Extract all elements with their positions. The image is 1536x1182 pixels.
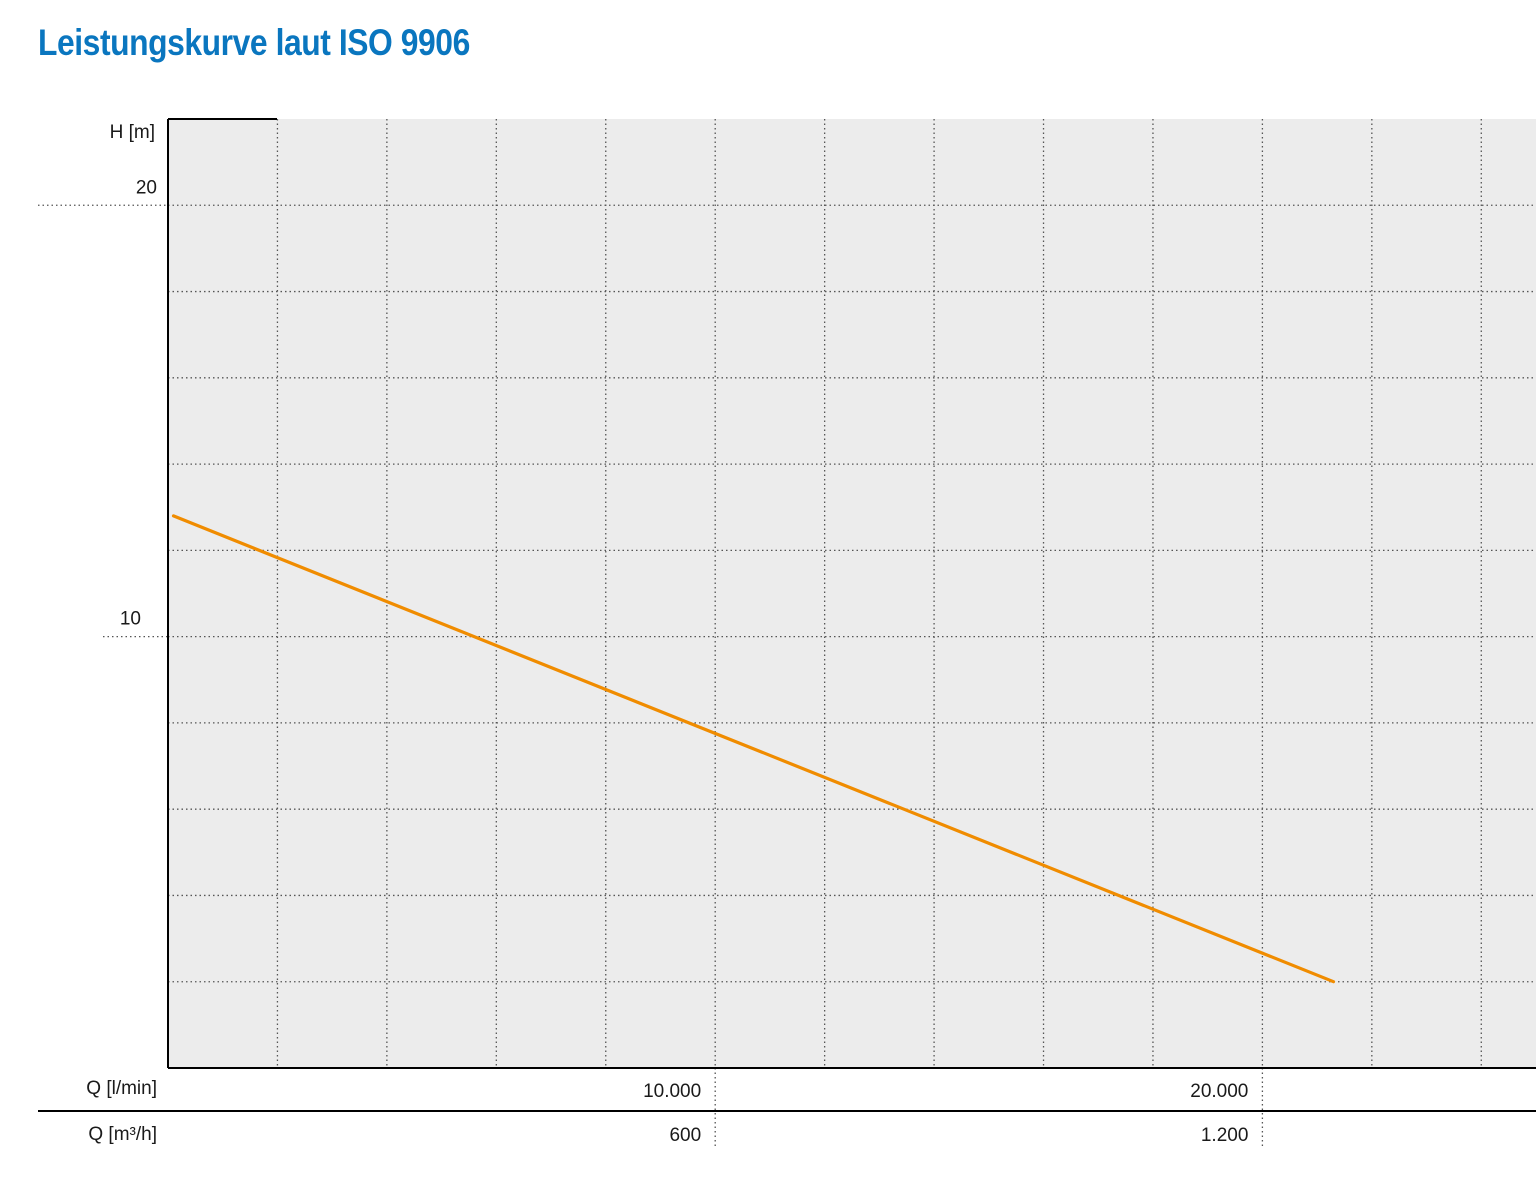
x-tick-label-secondary: 1.200 bbox=[1201, 1125, 1249, 1146]
series-line-0 bbox=[171, 514, 1336, 984]
x-tick-label-secondary: 600 bbox=[669, 1125, 701, 1146]
plot-background bbox=[168, 119, 1536, 1068]
series-layer bbox=[171, 514, 1336, 984]
x-axis-label-secondary: Q [m³/h] bbox=[88, 1124, 157, 1145]
y-tick-label: 20 bbox=[136, 177, 157, 198]
x-tick-label: 10.000 bbox=[643, 1081, 701, 1102]
x-tick-label: 20.000 bbox=[1190, 1081, 1248, 1102]
axes bbox=[38, 118, 1536, 1112]
page-title: Leistungskurve laut ISO 9906 bbox=[38, 22, 470, 63]
y-tick-label: 10 bbox=[120, 609, 141, 630]
y-axis-label: H [m] bbox=[110, 122, 155, 143]
grid bbox=[38, 119, 1536, 1148]
labels-layer: H [m] 20 10 Q [l/min] Q [m³/h] 10.000 20.000 60… bbox=[86, 122, 1248, 1146]
x-axis-label: Q [l/min] bbox=[86, 1078, 157, 1099]
